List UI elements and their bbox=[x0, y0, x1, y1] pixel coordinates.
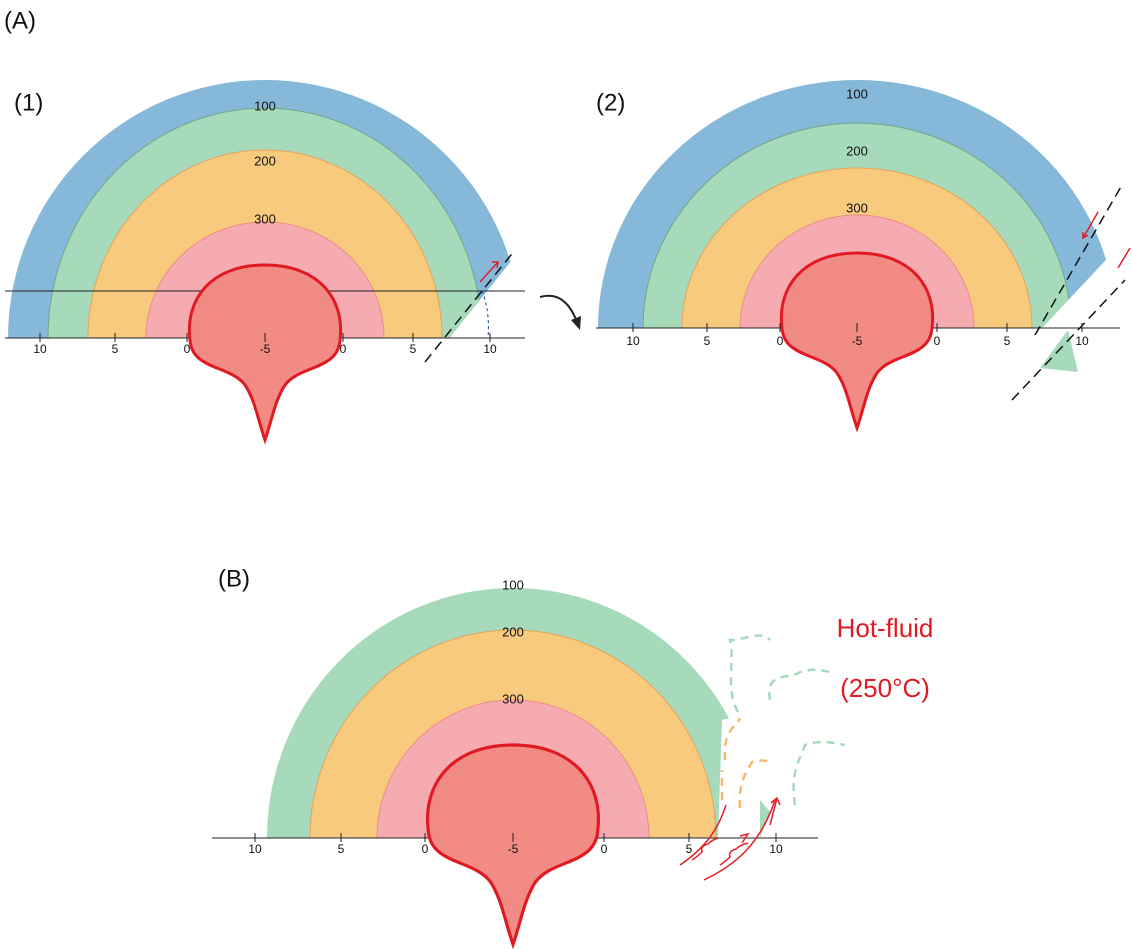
annotation: (250°C) bbox=[840, 673, 930, 703]
transition-arrowhead bbox=[571, 316, 581, 330]
axis-label: -5 bbox=[508, 842, 519, 856]
panel-label: (A) bbox=[4, 7, 36, 34]
isotherm-label: 100 bbox=[846, 86, 868, 101]
axis-label: 5 bbox=[410, 342, 417, 356]
transition-arrow bbox=[540, 296, 577, 322]
isotherm-label: 300 bbox=[502, 691, 524, 706]
figure: Hot-fluid (250°C) (A)(1)(2)(B)1002003001… bbox=[0, 0, 1132, 949]
axis-label: 10 bbox=[248, 842, 262, 856]
isotherm-label: 100 bbox=[502, 577, 524, 592]
axis-label: 5 bbox=[686, 842, 693, 856]
isotherm-label: 300 bbox=[254, 211, 276, 226]
zone-green-edge bbox=[760, 800, 770, 838]
axis-label: 0 bbox=[184, 342, 191, 356]
isotherm-label: 300 bbox=[846, 200, 868, 215]
axis-label: 0 bbox=[422, 842, 429, 856]
axis-label: 10 bbox=[626, 334, 640, 348]
axis-label: 5 bbox=[112, 342, 119, 356]
dotted-trace bbox=[482, 291, 488, 338]
axis-label: 0 bbox=[601, 842, 608, 856]
axis-label: 0 bbox=[934, 334, 941, 348]
panel-label: (B) bbox=[218, 565, 250, 592]
axis-label: 10 bbox=[1075, 334, 1089, 348]
panel-label: (2) bbox=[596, 89, 625, 116]
axis-label: 10 bbox=[33, 342, 47, 356]
isotherm-label: 200 bbox=[846, 143, 868, 158]
axis-label: 5 bbox=[704, 334, 711, 348]
axis-label: 5 bbox=[338, 842, 345, 856]
axis-label: 0 bbox=[340, 342, 347, 356]
fluid-fronts bbox=[722, 636, 845, 808]
axis-label: -5 bbox=[260, 342, 271, 356]
axis-label: 10 bbox=[483, 342, 497, 356]
isotherm-label: 100 bbox=[254, 98, 276, 113]
annotation: Hot-fluid bbox=[837, 613, 934, 643]
axis-label: 10 bbox=[769, 842, 783, 856]
isotherm-label: 200 bbox=[254, 153, 276, 168]
axis-label: 0 bbox=[777, 334, 784, 348]
isotherm-label: 200 bbox=[502, 624, 524, 639]
slip-arrow bbox=[1118, 248, 1130, 268]
axis-label: 5 bbox=[1004, 334, 1011, 348]
panel-label: (1) bbox=[14, 89, 43, 116]
axis-label: -5 bbox=[852, 334, 863, 348]
